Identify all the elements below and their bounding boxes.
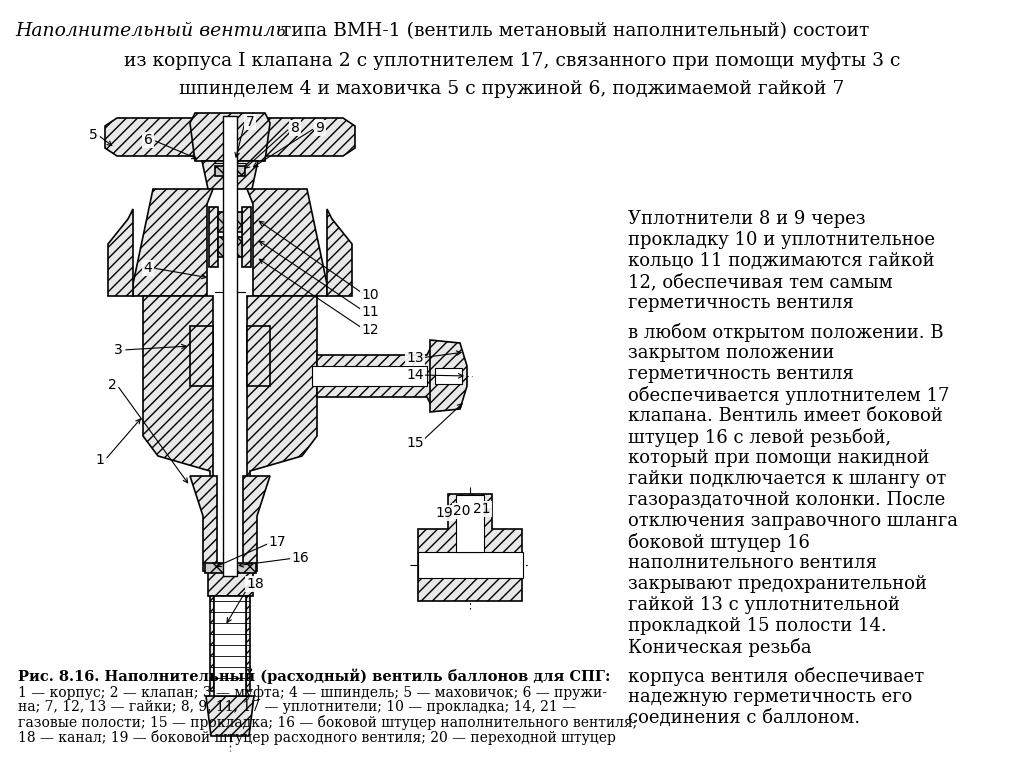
Text: 1: 1 (95, 453, 104, 467)
Text: 5: 5 (89, 128, 97, 142)
Bar (230, 166, 245, 176)
Text: закрытом положении: закрытом положении (628, 344, 835, 362)
Bar (456, 495, 484, 552)
Text: 11: 11 (361, 305, 379, 319)
Text: газовые полости; 15 — прокладка; 16 — боковой штуцер наполнительного вентиля;: газовые полости; 15 — прокладка; 16 — бо… (18, 715, 637, 730)
Text: гайки подключается к шлангу от: гайки подключается к шлангу от (628, 470, 946, 488)
Text: типа ВМН-1 (вентиль метановый наполнительный) состоит: типа ВМН-1 (вентиль метановый наполнител… (275, 22, 869, 40)
Polygon shape (206, 696, 254, 736)
Polygon shape (143, 296, 213, 481)
Text: соединения с баллоном.: соединения с баллоном. (628, 709, 860, 727)
Text: 18 — канал; 19 — боковой штуцер расходного вентиля; 20 — переходной штуцер: 18 — канал; 19 — боковой штуцер расходно… (18, 730, 615, 745)
Text: 15: 15 (407, 436, 424, 450)
Text: кольцо 11 поджимаются гайкой: кольцо 11 поджимаются гайкой (628, 252, 935, 270)
Text: 16: 16 (291, 551, 309, 565)
Text: клапана. Вентиль имеет боковой: клапана. Вентиль имеет боковой (628, 407, 943, 425)
Polygon shape (108, 209, 133, 296)
Bar (246, 596, 250, 691)
Polygon shape (190, 113, 270, 161)
Text: в любом открытом положении. В: в любом открытом положении. В (628, 323, 944, 342)
Text: отключения заправочного шланга: отключения заправочного шланга (628, 512, 958, 530)
Polygon shape (202, 161, 258, 189)
Polygon shape (247, 326, 270, 386)
Text: обеспечивается уплотнителем 17: обеспечивается уплотнителем 17 (628, 386, 949, 405)
Bar (435, 368, 462, 384)
Polygon shape (317, 345, 466, 407)
Bar (215, 166, 230, 176)
Polygon shape (418, 494, 522, 601)
Polygon shape (430, 340, 467, 412)
Polygon shape (243, 476, 270, 571)
Text: 18: 18 (246, 577, 264, 591)
Text: 2: 2 (108, 378, 117, 392)
Text: 3: 3 (114, 343, 123, 357)
Polygon shape (133, 189, 213, 296)
Text: прокладкой 15 полости 14.: прокладкой 15 полости 14. (628, 617, 887, 635)
Polygon shape (327, 209, 352, 296)
Text: Уплотнители 8 и 9 через: Уплотнители 8 и 9 через (628, 210, 865, 228)
Polygon shape (190, 476, 217, 571)
Bar (218, 212, 242, 232)
Bar (208, 571, 253, 596)
Text: 8: 8 (291, 121, 299, 135)
Text: 12: 12 (361, 323, 379, 337)
Text: штуцер 16 с левой резьбой,: штуцер 16 с левой резьбой, (628, 428, 891, 447)
Text: 21: 21 (473, 502, 490, 516)
Text: газораздаточной колонки. После: газораздаточной колонки. После (628, 491, 945, 509)
Text: боковой штуцер 16: боковой штуцер 16 (628, 533, 810, 552)
Polygon shape (105, 118, 195, 156)
Text: Рис. 8.16. Наполнительный (расходный) вентиль баллонов для СПГ:: Рис. 8.16. Наполнительный (расходный) ве… (18, 668, 610, 683)
Text: из корпуса I клапана 2 с уплотнителем 17, связанного при помощи муфты 3 с: из корпуса I клапана 2 с уплотнителем 17… (124, 52, 900, 70)
Text: прокладку 10 и уплотнительное: прокладку 10 и уплотнительное (628, 231, 935, 249)
Bar (214, 596, 246, 696)
Text: герметичность вентиля: герметичность вентиля (628, 294, 854, 312)
Text: герметичность вентиля: герметичность вентиля (628, 365, 854, 383)
Bar (210, 596, 214, 691)
Text: 14: 14 (407, 368, 424, 382)
Bar (418, 552, 523, 578)
Text: шпинделем 4 и маховичка 5 с пружиной 6, поджимаемой гайкой 7: шпинделем 4 и маховичка 5 с пружиной 6, … (179, 80, 845, 98)
Text: наполнительного вентиля: наполнительного вентиля (628, 554, 877, 572)
Bar (223, 116, 237, 576)
Text: 13: 13 (407, 351, 424, 365)
Bar (218, 237, 242, 257)
Polygon shape (247, 189, 327, 296)
Polygon shape (247, 296, 317, 481)
Text: 7: 7 (246, 115, 254, 129)
Polygon shape (265, 118, 355, 156)
Text: 17: 17 (268, 535, 286, 549)
Bar (205, 563, 256, 573)
Text: 12, обеспечивая тем самым: 12, обеспечивая тем самым (628, 273, 893, 291)
Text: 1 — корпус; 2 — клапан; 3 — муфта; 4 — шпиндель; 5 — маховичок; 6 — пружи-: 1 — корпус; 2 — клапан; 3 — муфта; 4 — ш… (18, 685, 607, 700)
Text: 10: 10 (361, 288, 379, 302)
Text: закрывают предохранительной: закрывают предохранительной (628, 575, 927, 593)
Bar (242, 207, 251, 267)
Text: 6: 6 (143, 133, 153, 147)
Text: 9: 9 (315, 121, 325, 135)
Bar (312, 366, 427, 386)
Text: Наполнительный вентиль: Наполнительный вентиль (15, 22, 286, 40)
Text: надежную герметичность его: надежную герметичность его (628, 688, 912, 706)
Text: гайкой 13 с уплотнительной: гайкой 13 с уплотнительной (628, 596, 900, 614)
Text: который при помощи накидной: который при помощи накидной (628, 449, 930, 467)
Text: на; 7, 12, 13 — гайки; 8, 9, 11, 17 — уплотнители; 10 — прокладка; 14, 21 —: на; 7, 12, 13 — гайки; 8, 9, 11, 17 — уп… (18, 700, 575, 714)
Bar (209, 207, 218, 267)
Text: 20: 20 (454, 504, 471, 518)
Polygon shape (190, 326, 213, 386)
Text: 4: 4 (143, 261, 153, 275)
Text: 19: 19 (435, 506, 453, 520)
Text: Коническая резьба: Коническая резьба (628, 638, 812, 657)
Text: корпуса вентиля обеспечивает: корпуса вентиля обеспечивает (628, 667, 924, 686)
